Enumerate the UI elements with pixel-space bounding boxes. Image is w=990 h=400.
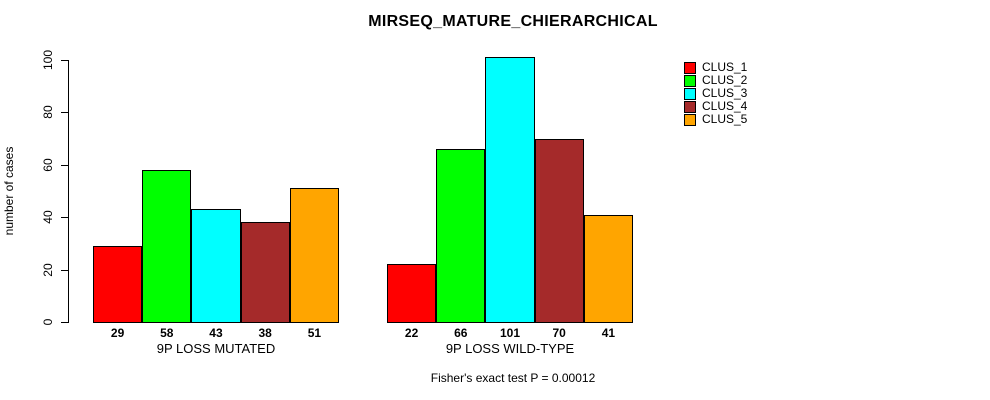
- legend-item: CLUS_1: [684, 61, 747, 74]
- bar-clus_2-group1: [142, 170, 192, 323]
- legend-label: CLUS_2: [702, 73, 748, 87]
- y-tick-label: 100: [41, 49, 55, 71]
- bar-value-label: 22: [404, 326, 419, 340]
- bar-clus_3-group2: [485, 57, 535, 323]
- bar-value-label: 38: [258, 326, 272, 340]
- legend-item: CLUS_3: [684, 87, 747, 100]
- legend-item: CLUS_2: [684, 74, 747, 87]
- bar-value-label: 43: [209, 326, 223, 340]
- legend-swatch-icon: [684, 87, 696, 100]
- bar-clus_2-group2: [436, 149, 486, 323]
- y-tick: [61, 164, 68, 166]
- y-axis-title: number of cases: [2, 146, 16, 236]
- legend-label: CLUS_3: [702, 86, 748, 100]
- y-tick-label: 40: [41, 210, 55, 224]
- annotation-text: Fisher's exact test P = 0.00012: [430, 371, 596, 385]
- legend-swatch-icon: [684, 61, 696, 74]
- bar-clus_1-group1: [93, 246, 143, 323]
- bar-clus_5-group2: [583, 214, 633, 323]
- bar-clus_4-group1: [240, 222, 290, 323]
- x-group-label: 9P LOSS WILD-TYPE: [445, 341, 575, 356]
- y-tick: [61, 269, 68, 271]
- x-group-label: 9P LOSS MUTATED: [156, 341, 276, 356]
- legend-item: CLUS_5: [684, 113, 747, 126]
- bar-value-label: 29: [110, 326, 125, 340]
- chart-title: MIRSEQ_MATURE_CHIERARCHICAL: [368, 13, 658, 30]
- y-tick-label: 60: [41, 158, 55, 172]
- bar-clus_5-group1: [289, 188, 339, 323]
- legend-swatch-icon: [684, 74, 696, 87]
- bar-value-label: 101: [499, 326, 520, 340]
- bar-clus_3-group1: [191, 209, 241, 323]
- bar-clus_1-group2: [387, 264, 437, 323]
- y-tick: [61, 217, 68, 219]
- bar-value-label: 58: [160, 326, 174, 340]
- legend: CLUS_1 CLUS_2 CLUS_3 CLUS_4 CLUS_5: [684, 61, 747, 126]
- legend-label: CLUS_5: [702, 112, 748, 126]
- y-tick-label: 0: [41, 318, 55, 326]
- y-axis-line: [68, 60, 69, 323]
- legend-swatch-icon: [684, 113, 696, 126]
- bar-value-label: 41: [601, 326, 616, 340]
- bar-clus_4-group2: [534, 138, 584, 323]
- y-tick: [61, 112, 68, 114]
- bar-value-label: 70: [552, 326, 566, 340]
- legend-swatch-icon: [684, 100, 696, 113]
- y-tick: [61, 322, 68, 323]
- y-tick-label: 80: [41, 105, 55, 120]
- legend-label: CLUS_1: [702, 60, 748, 74]
- y-tick-label: 20: [41, 262, 55, 277]
- y-tick: [61, 60, 68, 61]
- bar-value-label: 51: [307, 326, 322, 340]
- bar-value-label: 66: [454, 326, 468, 340]
- legend-label: CLUS_4: [702, 99, 748, 113]
- legend-item: CLUS_4: [684, 100, 747, 113]
